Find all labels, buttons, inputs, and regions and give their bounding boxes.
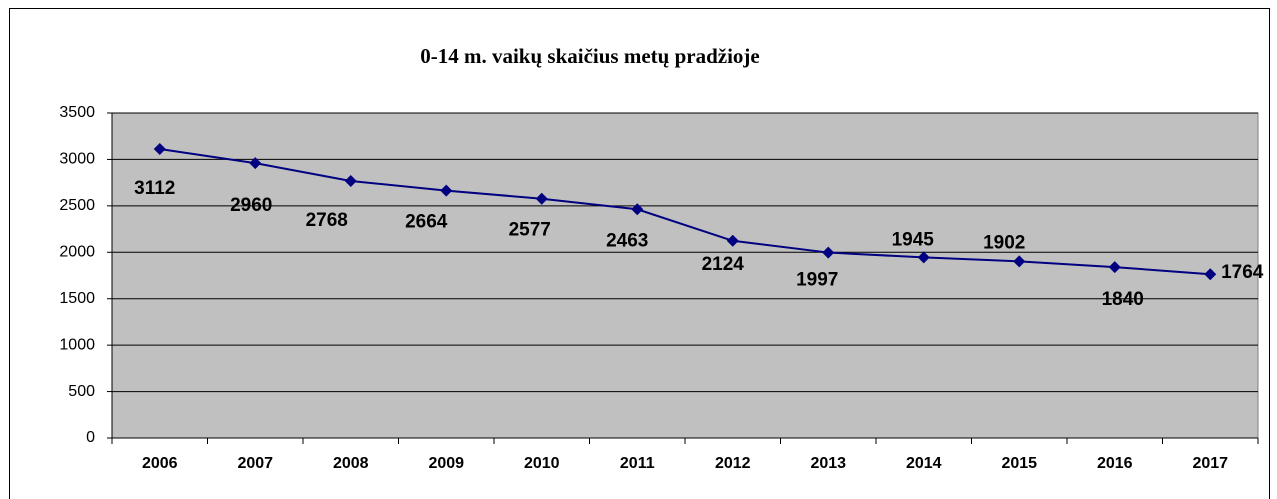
data-label: 1840 [1102,289,1144,310]
y-tick-label: 1500 [59,290,95,307]
data-label: 2664 [405,212,448,233]
marker [153,143,166,156]
marker [249,157,262,170]
marker [344,174,357,187]
x-tick-label: 2007 [237,455,273,472]
y-tick-label: 2500 [59,197,95,214]
line [159,148,1211,276]
x-tick-label: 2017 [1192,455,1228,472]
data-label: 2124 [702,254,745,275]
marker [440,184,453,197]
y-tick-label: 3500 [59,104,95,121]
data-label: 1945 [892,229,935,250]
data-label: 2463 [606,230,648,251]
marker [535,192,548,205]
x-tick-label: 2013 [810,455,846,472]
data-label: 2960 [230,195,272,216]
y-tick-label: 0 [86,429,95,446]
data-label: 2768 [306,210,348,231]
plot-area [111,112,1259,439]
data-label: 1997 [796,270,838,291]
data-label: 1902 [983,232,1025,253]
x-tick-label: 2006 [142,455,178,472]
data-label: 2577 [509,220,551,241]
data-label: 3112 [134,178,175,199]
x-tick-label: 2015 [1001,455,1037,472]
x-tick-label: 2008 [333,455,369,472]
marker [917,251,930,264]
x-tick-label: 2016 [1097,455,1133,472]
y-tick-label: 2000 [59,244,95,261]
data-label: 1764 [1221,262,1264,283]
marker [1013,255,1026,268]
marker [1204,268,1217,281]
marker [631,203,644,216]
y-tick-label: 1000 [59,336,95,353]
marker [822,246,835,259]
x-tick-label: 2011 [620,455,655,472]
x-tick-label: 2014 [906,455,942,472]
y-tick-label: 500 [68,383,95,400]
y-tick-label: 3000 [59,151,95,168]
chart-title: 0-14 m. vaikų skaičius metų pradžioje [420,44,760,68]
marker [1108,261,1121,274]
x-tick-label: 2012 [715,455,751,472]
x-tick-label: 2009 [428,455,464,472]
x-tick-label: 2010 [524,455,560,472]
marker [726,234,739,247]
